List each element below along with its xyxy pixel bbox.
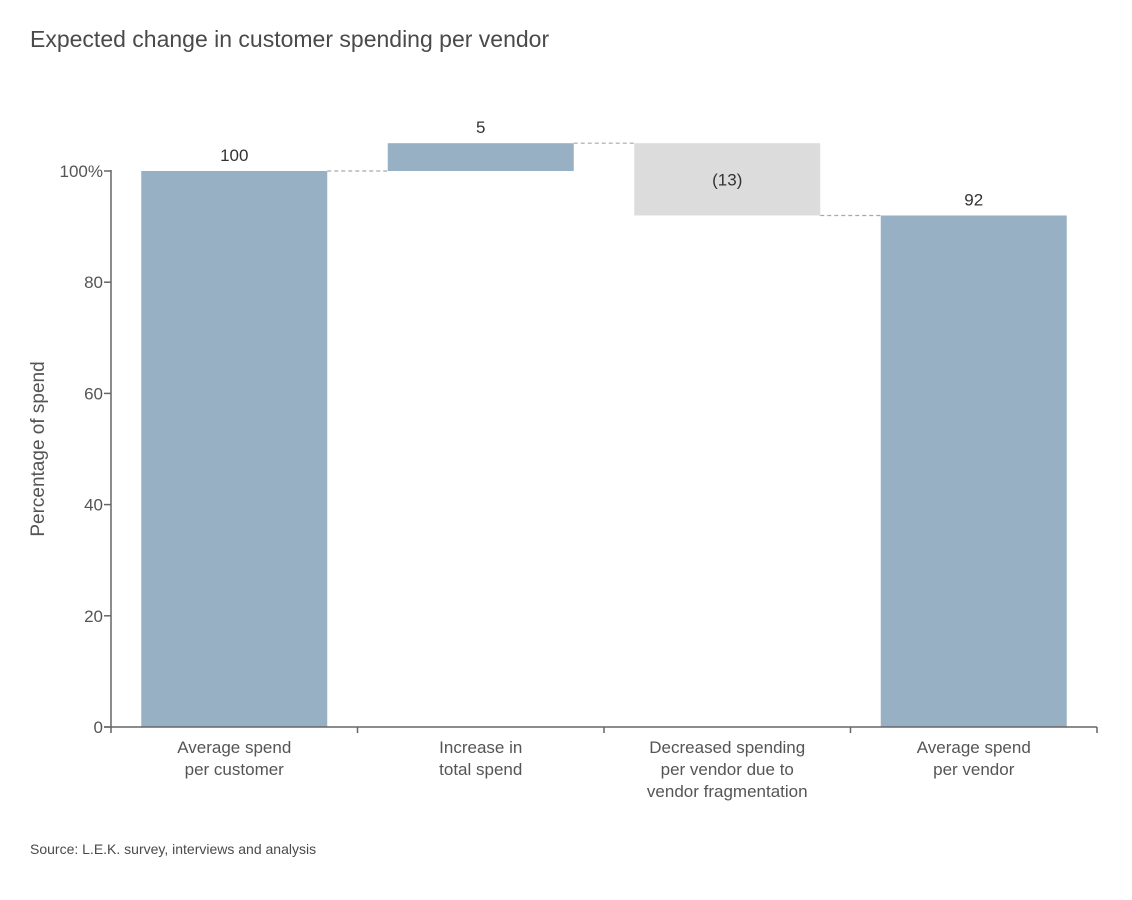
y-tick-label: 80: [84, 273, 103, 292]
chart-title: Expected change in customer spending per…: [30, 26, 550, 52]
y-axis-label: Percentage of spend: [28, 361, 49, 536]
x-tick-label: total spend: [439, 760, 522, 779]
y-tick-label: 20: [84, 607, 103, 626]
bar: [880, 215, 1067, 728]
bar: [387, 143, 574, 171]
y-tick-label: 100%: [60, 162, 103, 181]
y-tick-label: 60: [84, 384, 103, 403]
data-label: 100: [220, 146, 248, 165]
x-tick-label: per customer: [185, 760, 285, 779]
x-tick-label: Average spend: [917, 738, 1031, 757]
source-note: Source: L.E.K. survey, interviews and an…: [30, 841, 317, 857]
data-label: 92: [964, 190, 983, 209]
x-tick-label: vendor fragmentation: [647, 782, 808, 801]
x-tick-label: Decreased spending: [649, 738, 805, 757]
data-label: (13): [712, 170, 742, 189]
x-tick-label: per vendor due to: [661, 760, 794, 779]
y-tick-label: 40: [84, 496, 103, 515]
x-tick-label: per vendor: [933, 760, 1015, 779]
data-label: 5: [476, 118, 485, 137]
bar: [141, 171, 328, 727]
x-tick-label: Increase in: [439, 738, 522, 757]
bar: [634, 143, 821, 216]
y-tick-label: 0: [94, 718, 103, 737]
x-tick-label: Average spend: [177, 738, 291, 757]
